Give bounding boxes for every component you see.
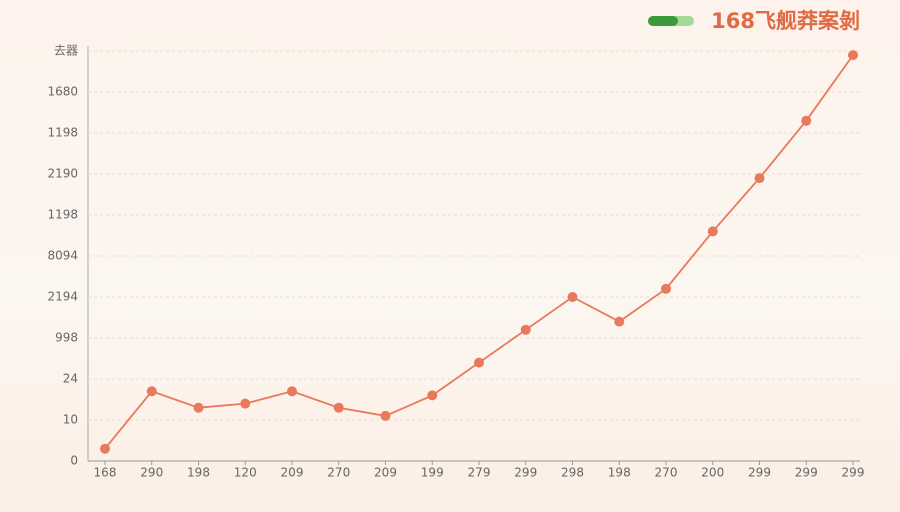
x-tick-label: 270 <box>655 466 678 480</box>
data-point <box>520 324 531 335</box>
y-tick-label: 24 <box>63 372 78 386</box>
series-line <box>104 54 854 450</box>
y-tick-label: 1680 <box>47 85 78 99</box>
y-tick-label: 1198 <box>47 126 78 140</box>
x-tick-label: 198 <box>608 466 631 480</box>
x-tick-label: 299 <box>748 466 771 480</box>
y-tick-label: 2194 <box>47 290 78 304</box>
data-point <box>567 292 578 302</box>
y-tick-label: 0 <box>70 454 78 468</box>
x-tick-label: 270 <box>327 466 350 480</box>
x-tick-label: 209 <box>281 466 304 480</box>
data-point <box>614 316 625 327</box>
data-point <box>427 390 438 401</box>
data-point <box>100 443 110 454</box>
x-tick-label: 298 <box>561 466 584 480</box>
data-point <box>146 386 157 397</box>
x-tick-label: 299 <box>842 466 865 480</box>
y-tick-label: 998 <box>55 331 78 345</box>
data-point <box>333 402 344 413</box>
x-tick-label: 198 <box>187 466 210 480</box>
data-point <box>474 357 484 368</box>
x-tick-label: 200 <box>701 466 724 480</box>
data-point <box>754 173 765 184</box>
x-tick-label: 168 <box>94 466 117 480</box>
data-point <box>801 115 812 126</box>
x-tick-label: 299 <box>795 466 818 480</box>
y-tick-label: 1198 <box>47 208 78 222</box>
y-tick-label: 8094 <box>47 249 78 263</box>
x-tick-label: 279 <box>468 466 491 480</box>
x-tick-label: 209 <box>374 466 397 480</box>
data-point <box>707 226 718 237</box>
data-point <box>380 410 391 421</box>
x-tick-label: 199 <box>421 466 444 480</box>
title-icon-bar <box>648 16 678 26</box>
y-tick-label: 2190 <box>47 167 78 181</box>
x-tick-label: 299 <box>514 466 537 480</box>
data-point <box>287 386 297 397</box>
data-point <box>193 402 204 413</box>
y-tick-label: 10 <box>63 413 78 427</box>
y-tick-label: 去器 <box>54 44 78 58</box>
x-tick-label: 120 <box>234 466 257 480</box>
x-tick-label: 290 <box>140 466 163 480</box>
chart-title: 168飞舰莽案剝 <box>711 9 860 33</box>
data-point <box>848 50 858 61</box>
data-point <box>240 398 251 409</box>
data-point <box>661 283 671 294</box>
